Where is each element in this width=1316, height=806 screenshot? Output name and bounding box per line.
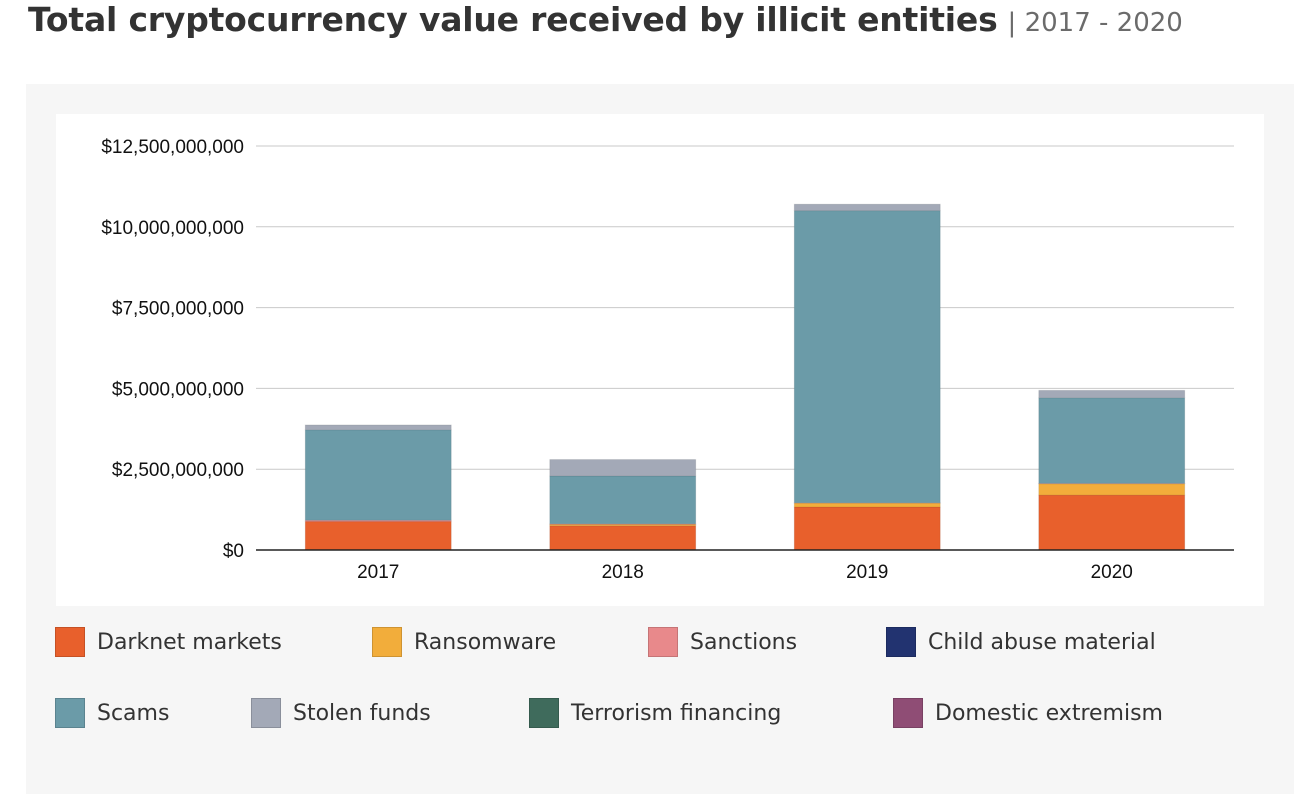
- y-tick-label: $0: [223, 541, 244, 562]
- legend-item[interactable]: Darknet markets: [55, 627, 282, 657]
- legend-item[interactable]: Scams: [55, 698, 169, 728]
- x-tick-label: 2020: [1091, 562, 1133, 583]
- legend-swatch: [251, 698, 281, 728]
- legend-label: Terrorism financing: [571, 700, 782, 726]
- legend-item[interactable]: Ransomware: [372, 627, 556, 657]
- legend-label: Domestic extremism: [935, 700, 1163, 726]
- y-tick-label: $5,000,000,000: [112, 379, 244, 400]
- y-tick-label: $2,500,000,000: [112, 460, 244, 481]
- bar-segment[interactable]: [793, 502, 941, 508]
- legend-swatch: [55, 627, 85, 657]
- bar-segment[interactable]: [1038, 483, 1186, 496]
- legend-item[interactable]: Child abuse material: [886, 627, 1156, 657]
- bar-segment[interactable]: [1038, 397, 1186, 484]
- y-tick-label: $12,500,000,000: [101, 137, 244, 158]
- legend-item[interactable]: Sanctions: [648, 627, 797, 657]
- legend-swatch: [886, 627, 916, 657]
- legend-item[interactable]: Stolen funds: [251, 698, 431, 728]
- bar-segment[interactable]: [549, 459, 697, 477]
- legend-swatch: [893, 698, 923, 728]
- legend-swatch: [529, 698, 559, 728]
- y-tick-label: $10,000,000,000: [101, 218, 244, 239]
- chart-title: Total cryptocurrency value received by i…: [28, 0, 1183, 52]
- legend-item[interactable]: Terrorism financing: [529, 698, 781, 728]
- x-tick-label: 2018: [602, 562, 644, 583]
- bar-segment[interactable]: [793, 506, 941, 551]
- legend-label: Child abuse material: [928, 629, 1156, 655]
- stacked-bar-chart: $0 $2,500,000,000 $5,000,000,000 $7,500,000…: [101, 137, 1234, 583]
- legend-label: Scams: [97, 700, 170, 726]
- title-main: Total cryptocurrency value received by i…: [28, 0, 998, 39]
- y-tick-label: $7,500,000,000: [112, 299, 244, 320]
- bar-segment[interactable]: [1038, 389, 1186, 399]
- bar-segment[interactable]: [1038, 494, 1186, 551]
- legend-label: Stolen funds: [293, 700, 431, 726]
- legend-label: Sanctions: [690, 629, 798, 655]
- title-subtitle: | 2017 - 2020: [1007, 8, 1183, 38]
- x-tick-label: 2019: [846, 562, 888, 583]
- legend-swatch: [55, 698, 85, 728]
- legend-item[interactable]: Domestic extremism: [893, 698, 1163, 728]
- legend-label: Darknet markets: [97, 629, 282, 655]
- bar-segment[interactable]: [304, 521, 452, 551]
- bar-segment[interactable]: [304, 429, 452, 521]
- bar-segment[interactable]: [793, 203, 941, 212]
- legend-label: Ransomware: [414, 629, 557, 655]
- bar-segment[interactable]: [549, 525, 697, 551]
- legend-swatch: [372, 627, 402, 657]
- bar-segment[interactable]: [304, 424, 452, 431]
- chart-card: $0 $2,500,000,000 $5,000,000,000 $7,500,000…: [56, 114, 1264, 606]
- bar-segment[interactable]: [549, 475, 697, 525]
- x-tick-label: 2017: [357, 562, 399, 583]
- legend-swatch: [648, 627, 678, 657]
- bar-segment[interactable]: [793, 210, 941, 504]
